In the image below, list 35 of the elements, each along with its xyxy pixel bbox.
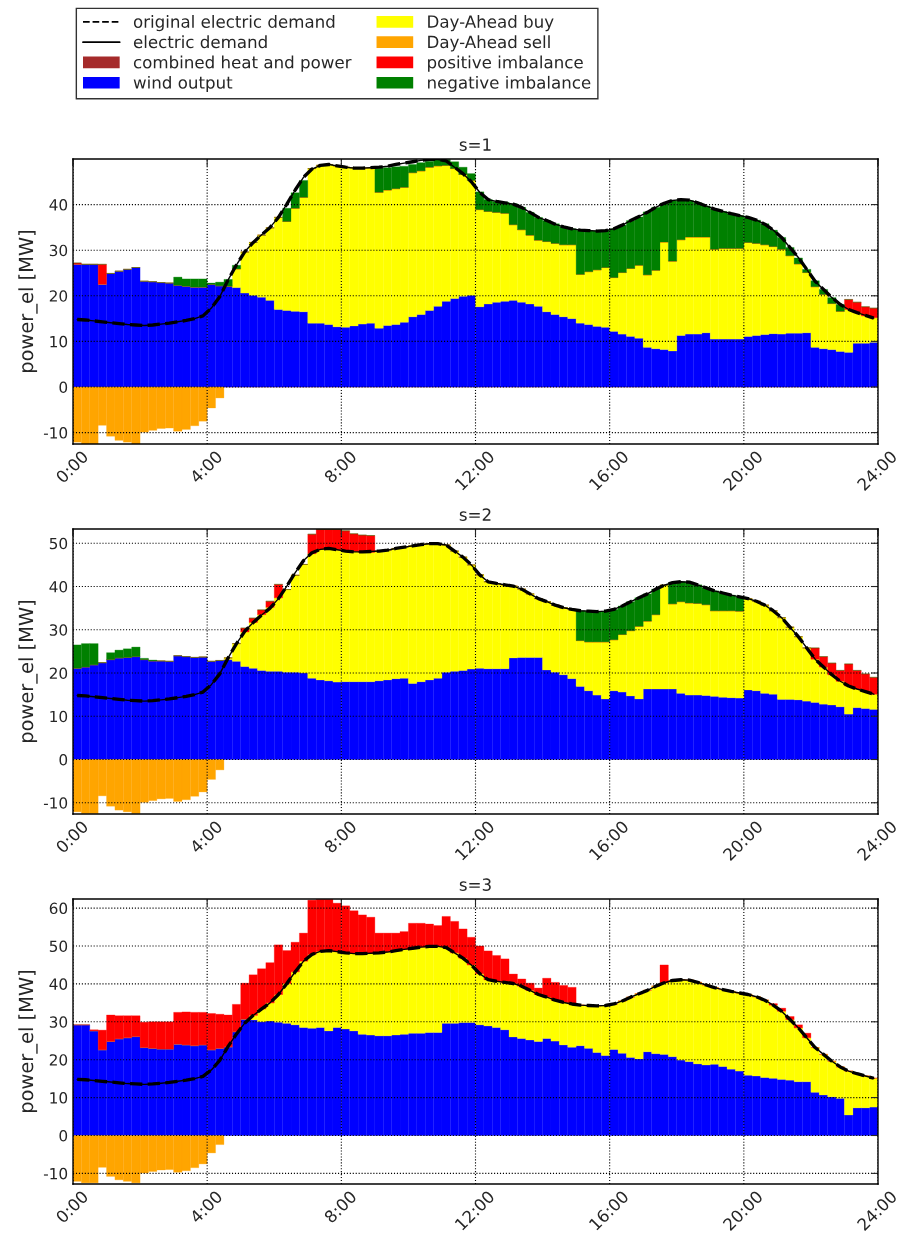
y-tick-label: 50 <box>49 537 68 550</box>
y-tick-label: 40 <box>49 978 68 990</box>
y-axis-title: power_el [MW] <box>18 970 38 1113</box>
y-tick-label: 60 <box>49 902 68 915</box>
legend-label: wind output <box>133 75 233 93</box>
chart-title: s=3 <box>459 878 491 891</box>
chart-title: s=1 <box>459 138 491 151</box>
y-tick-label: 10 <box>50 710 68 723</box>
legend-label: Day-Ahead buy <box>428 15 554 32</box>
legend-label: original electric demand <box>133 15 335 32</box>
y-tick-label: 20 <box>49 1054 68 1066</box>
y-tick-label: 20 <box>49 290 68 302</box>
y-tick-label: 30 <box>49 624 68 636</box>
y-tick-label: 0 <box>59 1129 68 1142</box>
y-axis-title: power_el [MW] <box>18 230 38 373</box>
legend-label: combined heat and power <box>133 55 352 72</box>
y-tick-label: 50 <box>49 940 68 953</box>
y-tick-label: 30 <box>49 244 68 257</box>
y-axis-title: power_el [MW] <box>18 600 38 743</box>
legend-label: electric demand <box>133 35 267 49</box>
y-tick-label: 0 <box>59 381 68 394</box>
y-tick-label: -10 <box>43 427 68 439</box>
y-tick-label: 20 <box>49 667 68 680</box>
legend-label: Day-Ahead sell <box>428 35 550 52</box>
legend-label: positive imbalance <box>428 55 583 72</box>
y-tick-label: 40 <box>49 199 68 211</box>
legend-label: negative imbalance <box>428 75 591 93</box>
y-tick-label: 10 <box>50 1092 68 1104</box>
chart-title: s=2 <box>459 508 491 521</box>
y-tick-label: 30 <box>49 1016 68 1028</box>
y-tick-label: 10 <box>50 335 68 348</box>
y-tick-label: 0 <box>59 753 68 766</box>
y-tick-label: 40 <box>49 580 68 593</box>
y-tick-label: -10 <box>43 1167 68 1180</box>
y-tick-label: -10 <box>43 797 68 809</box>
